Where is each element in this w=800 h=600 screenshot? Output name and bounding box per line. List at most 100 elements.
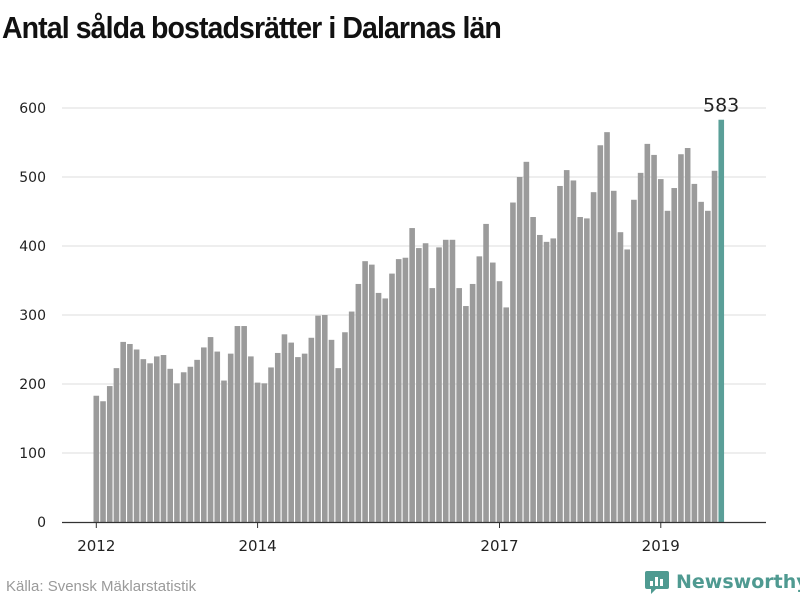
bar — [711, 170, 718, 523]
bar — [624, 249, 630, 522]
bar — [429, 288, 436, 522]
brand-name: Newsworthy — [676, 571, 800, 593]
brand-logo: Newsworthy — [644, 566, 800, 598]
chart-title: Antal sålda bostadsrätter i Dalarnas län — [2, 10, 502, 45]
bar — [496, 281, 503, 522]
bar — [375, 292, 382, 522]
bar — [416, 248, 422, 522]
bar — [510, 202, 516, 522]
x-tick-label: 2012 — [77, 537, 115, 555]
bar — [637, 172, 644, 523]
bar — [597, 145, 604, 522]
y-tick-label: 500 — [19, 170, 46, 186]
bar — [369, 264, 375, 522]
bar — [523, 161, 530, 522]
bar — [691, 183, 698, 522]
bar — [684, 148, 691, 522]
highlight-value-label: 583 — [703, 95, 739, 117]
bar — [483, 223, 489, 523]
x-tick-label: 2019 — [642, 537, 680, 555]
bar — [409, 228, 415, 522]
bar — [442, 239, 449, 523]
bar — [382, 298, 389, 522]
bar — [543, 241, 550, 523]
y-tick-label: 300 — [19, 308, 46, 324]
bar — [248, 356, 254, 522]
bar — [194, 359, 200, 522]
bar — [113, 368, 120, 522]
y-tick-label: 200 — [19, 377, 46, 393]
bar — [120, 341, 126, 522]
bar — [187, 366, 194, 522]
bar-highlight — [718, 119, 725, 522]
bar — [315, 315, 321, 522]
bar — [604, 132, 610, 522]
y-tick-label: 0 — [37, 515, 46, 531]
bar — [449, 239, 456, 523]
bar — [321, 315, 328, 522]
bar — [537, 234, 543, 522]
x-tick-label: 2014 — [238, 537, 276, 555]
bar — [355, 283, 362, 522]
bar — [281, 334, 288, 522]
bar — [577, 217, 583, 522]
bar — [463, 306, 469, 522]
bar — [100, 401, 106, 522]
bar — [664, 210, 671, 522]
bar — [93, 395, 100, 522]
bar — [288, 342, 294, 522]
y-tick-label: 100 — [19, 446, 46, 462]
bar — [301, 353, 308, 522]
y-axis-tick-labels: 0 100 200 300 400 500 600 — [19, 101, 46, 531]
bar — [389, 273, 395, 522]
bar — [657, 179, 664, 522]
bar — [140, 359, 147, 522]
bar — [644, 143, 651, 522]
bar — [550, 238, 557, 522]
bar — [335, 368, 342, 522]
bar — [127, 343, 133, 522]
bar — [610, 190, 617, 523]
x-axis-tick-labels: 2012 2014 2017 2019 — [77, 537, 680, 555]
bar — [530, 217, 536, 522]
bar — [456, 288, 462, 522]
bar — [147, 363, 153, 522]
bar — [651, 154, 657, 523]
bar — [201, 347, 207, 522]
bar — [678, 154, 684, 523]
bar — [705, 210, 711, 522]
bar — [557, 185, 563, 522]
data-labels: 583 — [703, 95, 739, 117]
bar — [295, 357, 301, 522]
bar — [422, 243, 429, 523]
bar — [174, 383, 180, 522]
bar — [698, 201, 704, 522]
x-tick-label: 2017 — [480, 537, 518, 555]
bar — [328, 339, 335, 522]
bar — [590, 192, 597, 522]
bar — [261, 383, 268, 522]
bar — [489, 262, 496, 522]
bar — [308, 337, 315, 522]
bar — [153, 356, 160, 522]
y-tick-label: 600 — [19, 101, 46, 117]
bar — [268, 367, 274, 522]
bar — [436, 247, 442, 522]
bar — [167, 368, 174, 522]
bar — [570, 180, 577, 522]
bar — [133, 349, 140, 522]
source-note: Källa: Svensk Mäklarstatistik — [6, 578, 197, 595]
y-tick-label: 400 — [19, 239, 46, 255]
bar — [584, 218, 590, 522]
bar — [207, 337, 214, 522]
bar — [241, 326, 247, 522]
bar — [234, 326, 241, 522]
bar — [362, 261, 368, 522]
bar — [274, 352, 281, 522]
bar — [671, 188, 678, 523]
bar — [180, 372, 187, 522]
bar — [214, 351, 221, 522]
bar — [395, 259, 402, 522]
bar — [160, 355, 167, 522]
bar — [617, 232, 624, 522]
